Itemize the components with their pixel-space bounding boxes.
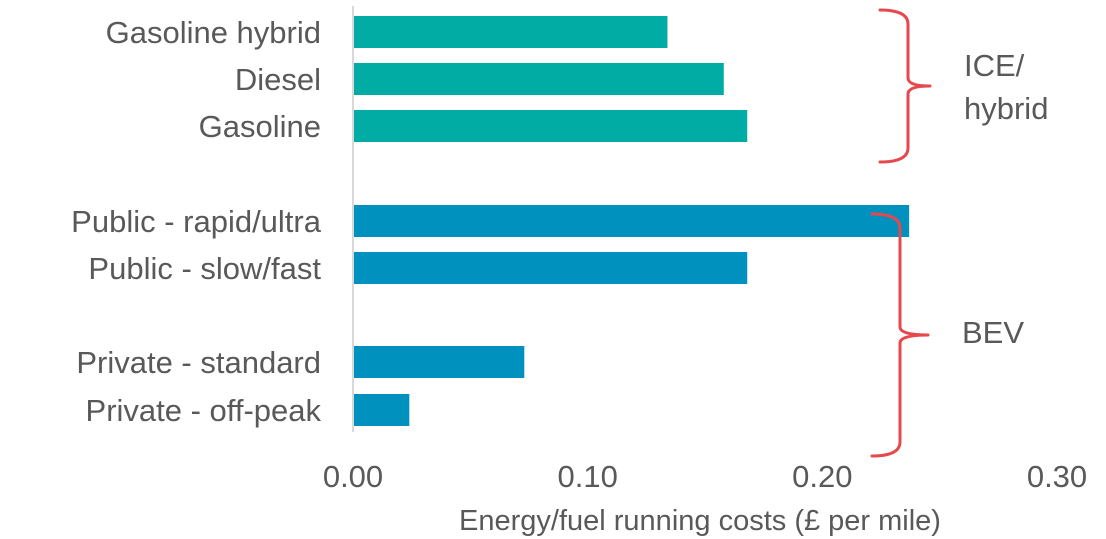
group-brace xyxy=(880,10,930,162)
bar xyxy=(354,346,524,378)
bar xyxy=(354,205,909,237)
bar xyxy=(354,252,747,284)
x-tick-label: 0.00 xyxy=(323,459,383,494)
category-label: Private - off-peak xyxy=(86,393,322,428)
group-brace xyxy=(872,214,928,456)
bar xyxy=(354,16,667,48)
bar xyxy=(354,110,747,142)
group-label: hybrid xyxy=(964,91,1048,126)
bars xyxy=(354,16,909,426)
category-label: Gasoline xyxy=(199,109,321,144)
x-axis-title: Energy/fuel running costs (£ per mile) xyxy=(459,505,941,537)
category-label: Diesel xyxy=(235,62,321,97)
x-tick-label: 0.30 xyxy=(1027,459,1087,494)
bar xyxy=(354,63,724,95)
group-label: ICE/ xyxy=(964,48,1025,83)
x-tick-label: 0.20 xyxy=(792,459,852,494)
category-labels: Gasoline hybrid Diesel Gasoline Public - ra… xyxy=(71,15,322,428)
category-label: Gasoline hybrid xyxy=(106,15,321,50)
category-label: Private - standard xyxy=(76,345,321,380)
x-tick-labels: 0.00 0.10 0.20 0.30 xyxy=(323,459,1087,494)
category-label: Public - slow/fast xyxy=(88,251,321,286)
bar xyxy=(354,394,409,426)
category-label: Public - rapid/ultra xyxy=(71,204,322,239)
group-label: BEV xyxy=(962,315,1024,350)
x-tick-label: 0.10 xyxy=(557,459,617,494)
